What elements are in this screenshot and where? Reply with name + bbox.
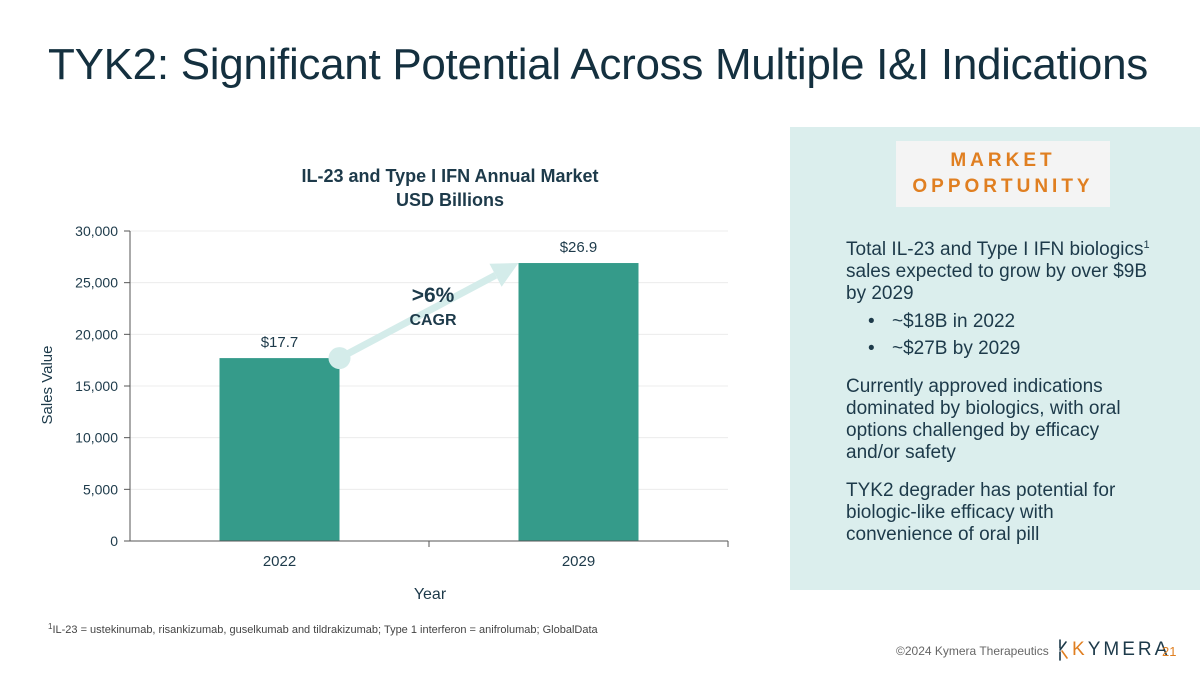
- copyright: ©2024 Kymera Therapeutics: [896, 644, 1049, 658]
- bar: [219, 358, 340, 541]
- chart-subtitle: USD Billions: [395, 190, 504, 210]
- bullet-text: ~$27B by 2029: [892, 338, 1021, 359]
- market-opportunity-panel: MARKET OPPORTUNITY Total IL-23 and Type …: [790, 127, 1200, 590]
- x-axis: 2022 2029: [130, 540, 729, 570]
- panel-text: Total IL-23 and Type I IFN biologics1 sa…: [846, 239, 1158, 546]
- arrow-shaft: [337, 272, 498, 362]
- data-label: $26.9: [560, 239, 598, 256]
- arrow-start-dot: [328, 347, 351, 370]
- para1-text-b: sales expected to grow by over $9B by 20…: [846, 261, 1148, 304]
- bars: $17.7 $26.9: [219, 239, 639, 541]
- badge-line-1: MARKET: [950, 150, 1056, 171]
- sales-bullets: • ~$18B in 2022 • ~$27B by 2029: [846, 311, 1158, 360]
- data-label: $17.7: [261, 334, 299, 351]
- bar: [518, 263, 639, 541]
- y-tick-label: 5,000: [83, 481, 118, 497]
- y-tick-label: 20,000: [75, 326, 118, 342]
- logo-first-letter: K: [1072, 639, 1088, 660]
- footnote-ref: 1: [1143, 239, 1150, 251]
- logo-mark-icon: [1059, 639, 1068, 661]
- chart-title: IL-23 and Type I IFN Annual Market: [301, 166, 599, 186]
- bar-chart: 0 5,000 10,000 15,000 20,000 25,000 30,000 $17…: [39, 223, 729, 603]
- y-tick-label: 10,000: [75, 430, 118, 446]
- bullet-dot: •: [868, 338, 875, 359]
- page-title: TYK2: Significant Potential Across Multi…: [48, 40, 1148, 89]
- indications-paragraph: Currently approved indications dominated…: [846, 376, 1121, 463]
- bullet-dot: •: [868, 311, 875, 332]
- cagr-value: >6%: [412, 284, 455, 307]
- footnote-marker: 1: [48, 622, 53, 631]
- kymera-logo: KYMERA: [1058, 638, 1170, 662]
- y-tick-label: 15,000: [75, 378, 118, 394]
- y-tick-label: 0: [110, 533, 118, 549]
- x-axis-label: Year: [414, 586, 447, 603]
- cagr-label: CAGR: [409, 312, 457, 329]
- arrow-head: [489, 263, 519, 287]
- footnote-text: IL-23 = ustekinumab, risankizumab, gusel…: [52, 624, 598, 636]
- y-tick-label: 25,000: [75, 275, 118, 291]
- x-tick-label: 2029: [562, 553, 595, 570]
- cagr-arrow: [328, 263, 519, 370]
- market-opportunity-badge: MARKET OPPORTUNITY: [896, 141, 1110, 207]
- footnote: 1IL-23 = ustekinumab, risankizumab, guse…: [48, 622, 598, 637]
- page-number: 21: [1162, 644, 1177, 659]
- degrader-paragraph: TYK2 degrader has potential for biologic…: [846, 480, 1116, 545]
- x-tick-label: 2022: [263, 553, 296, 570]
- para1-text-a: Total IL-23 and Type I IFN biologics: [846, 239, 1144, 260]
- y-axis: 0 5,000 10,000 15,000 20,000 25,000 30,000: [75, 223, 131, 549]
- logo-rest: YMERA: [1087, 639, 1171, 660]
- logo-text: KYMERA: [1072, 639, 1170, 661]
- y-axis-label: Sales Value: [39, 346, 56, 425]
- y-tick-label: 30,000: [75, 223, 118, 239]
- bullet-item: • ~$18B in 2022: [846, 311, 1158, 333]
- bullet-item: • ~$27B by 2029: [846, 338, 1158, 360]
- bullet-text: ~$18B in 2022: [892, 311, 1016, 332]
- sales-growth-paragraph: Total IL-23 and Type I IFN biologics1 sa…: [846, 239, 1158, 305]
- badge-line-2: OPPORTUNITY: [912, 176, 1094, 197]
